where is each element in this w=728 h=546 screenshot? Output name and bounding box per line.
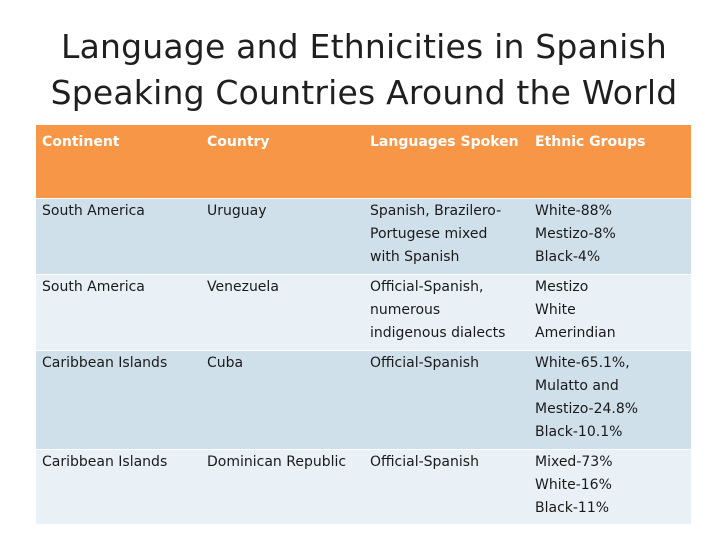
cell-languages: Spanish, Brazilero- Portugese mixed with…: [364, 197, 529, 274]
header-continent: Continent: [36, 125, 201, 198]
ethnic-line: Black-4%: [535, 248, 601, 265]
table-row: South America Uruguay Spanish, Brazilero…: [36, 197, 691, 274]
table-header-row: Continent Country Languages Spoken Ethni…: [36, 125, 691, 198]
languages-line: Official-Spanish: [370, 354, 479, 371]
languages-line: with Spanish: [370, 248, 460, 265]
languages-line: numerous: [370, 301, 441, 318]
cell-ethnic-groups: White-65.1%, Mulatto and Mestizo-24.8% B…: [529, 349, 691, 449]
cell-continent: South America: [36, 197, 201, 274]
slide-title-line-1: Language and Ethnicities in Spanish: [61, 27, 667, 66]
ethnic-line: Mestizo-24.8%: [535, 400, 639, 417]
table-row: Caribbean Islands Dominican Republic Off…: [36, 448, 691, 524]
ethnic-line: Black-10.1%: [535, 423, 623, 440]
languages-line: Official-Spanish,: [370, 278, 484, 295]
table-row: Caribbean Islands Cuba Official-Spanish …: [36, 349, 691, 449]
cell-languages: Official-Spanish, numerous indigenous di…: [364, 273, 529, 350]
languages-line: indigenous dialects: [370, 324, 506, 341]
ethnic-line: White-88%: [535, 202, 612, 219]
countries-table: Continent Country Languages Spoken Ethni…: [36, 125, 691, 524]
cell-country: Cuba: [201, 349, 364, 449]
languages-line: Official-Spanish: [370, 453, 479, 470]
header-ethnic-groups: Ethnic Groups: [529, 125, 691, 198]
slide-title-line-2: Speaking Countries Around the World: [50, 73, 678, 112]
ethnic-line: Mixed-73%: [535, 453, 613, 470]
cell-country: Venezuela: [201, 273, 364, 350]
cell-continent: South America: [36, 273, 201, 350]
languages-line: Portugese mixed: [370, 225, 488, 242]
table-row: South America Venezuela Official-Spanish…: [36, 273, 691, 350]
languages-line: Spanish, Brazilero-: [370, 202, 502, 219]
ethnic-line: Black-11%: [535, 499, 610, 516]
cell-languages: Official-Spanish: [364, 349, 529, 449]
header-languages: Languages Spoken: [364, 125, 529, 198]
slide-title: Language and Ethnicities in Spanish Spea…: [0, 24, 728, 116]
ethnic-line: Mestizo: [535, 278, 589, 295]
cell-ethnic-groups: Mixed-73% White-16% Black-11%: [529, 448, 691, 524]
ethnic-line: Amerindian: [535, 324, 616, 341]
cell-languages: Official-Spanish: [364, 448, 529, 524]
cell-ethnic-groups: Mestizo White Amerindian: [529, 273, 691, 350]
ethnic-line: White-16%: [535, 476, 612, 493]
cell-country: Uruguay: [201, 197, 364, 274]
ethnic-line: Mestizo-8%: [535, 225, 616, 242]
ethnic-line: Mulatto and: [535, 377, 619, 394]
cell-continent: Caribbean Islands: [36, 448, 201, 524]
ethnic-line: White-65.1%,: [535, 354, 630, 371]
ethnic-line: White: [535, 301, 576, 318]
cell-country: Dominican Republic: [201, 448, 364, 524]
header-country: Country: [201, 125, 364, 198]
cell-continent: Caribbean Islands: [36, 349, 201, 449]
cell-ethnic-groups: White-88% Mestizo-8% Black-4%: [529, 197, 691, 274]
